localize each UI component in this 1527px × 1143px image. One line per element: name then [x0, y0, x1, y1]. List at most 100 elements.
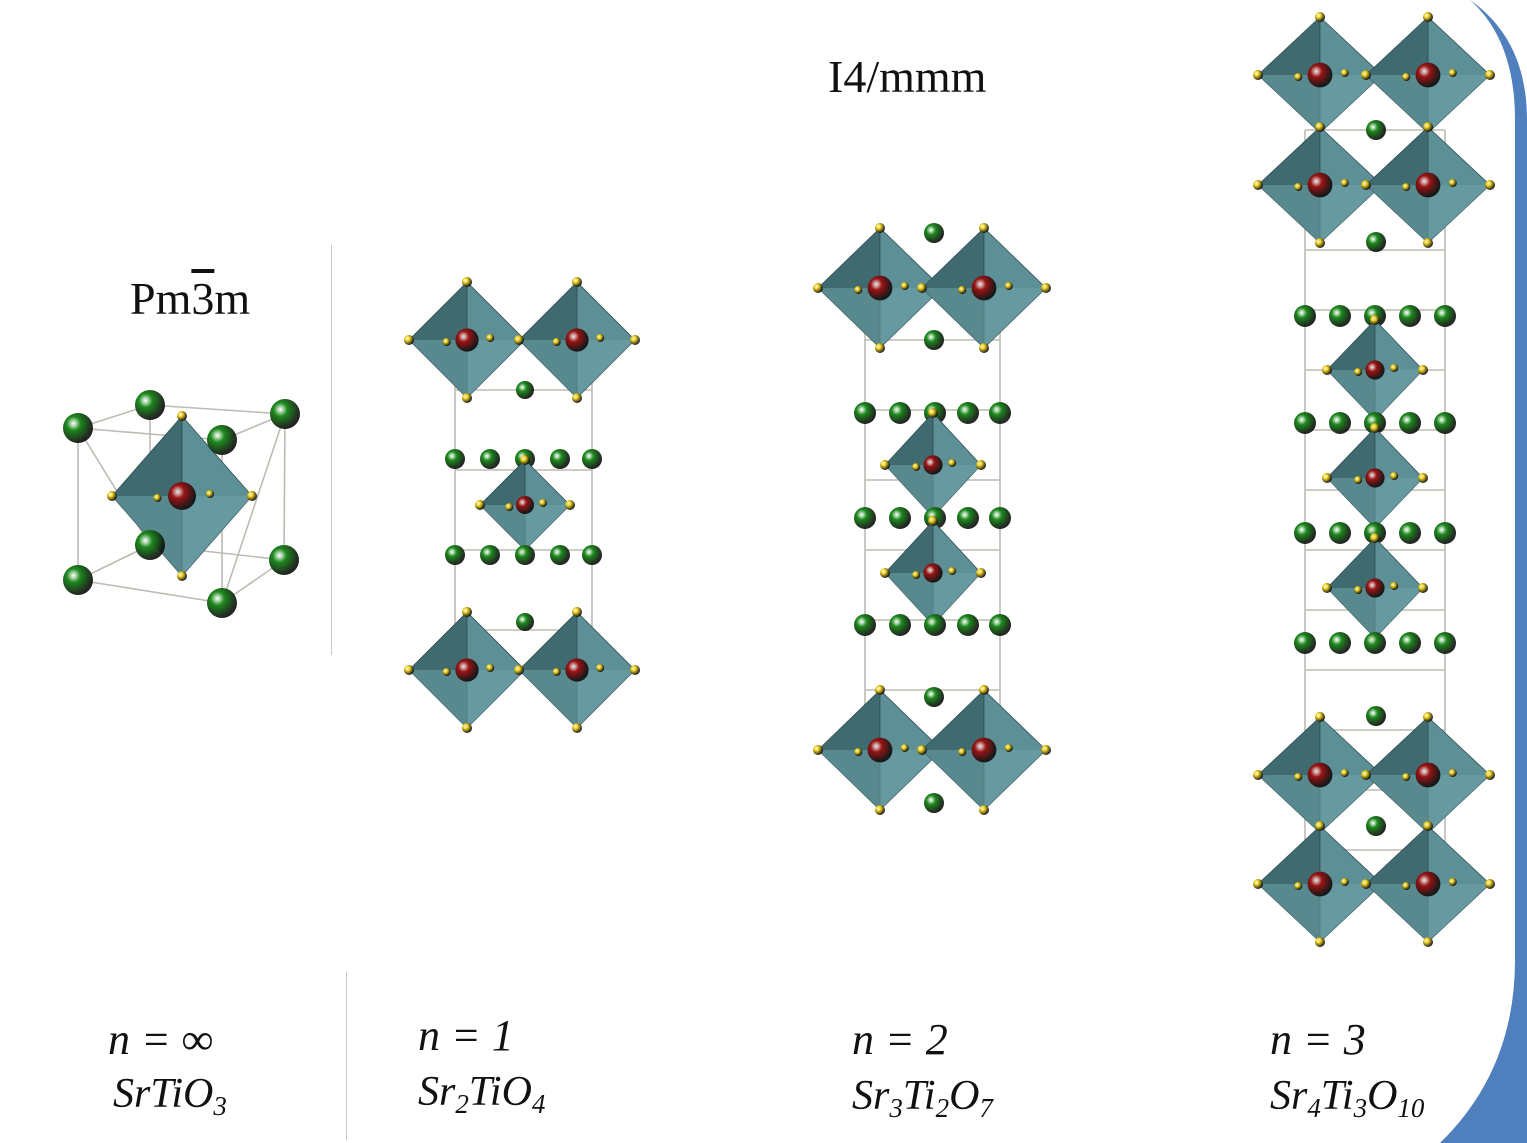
ti-atom-icon: [516, 496, 534, 514]
o-atom-icon: [1370, 315, 1380, 325]
o-atom-icon: [514, 665, 524, 675]
o-atom-icon: [442, 338, 451, 346]
sr-atom-icon: [1434, 632, 1456, 654]
o-atom-icon: [486, 334, 495, 342]
formula-2-text-0: Sr: [852, 1073, 890, 1119]
o-atom-icon: [1315, 712, 1325, 722]
sr-atom-icon: [924, 330, 944, 350]
o-atom-icon: [552, 668, 561, 676]
n-label-1: n = 1: [418, 1011, 514, 1060]
o-atom-icon: [1402, 773, 1411, 781]
octahedron-face-lower: [1258, 75, 1382, 133]
sr-atom-icon: [270, 399, 300, 429]
octahedron-face-lower: [818, 750, 942, 810]
octahedron-face-lower: [885, 465, 981, 517]
space-group-tetragonal: I4/mmm: [828, 51, 987, 102]
o-atom-icon: [404, 665, 414, 675]
o-atom-icon: [177, 411, 187, 421]
o-atom-icon: [475, 500, 485, 510]
ti-atom-icon: [565, 328, 589, 352]
o-atom-icon: [1253, 180, 1263, 190]
formula-3: Sr4Ti3O10: [1270, 1072, 1424, 1124]
sr-atom-icon: [63, 413, 93, 443]
formula-1: Sr2TiO4: [418, 1068, 545, 1120]
n-label-0: n = ∞: [108, 1015, 214, 1064]
formula-2-subscript-5: 7: [979, 1093, 993, 1123]
formula-3-text-0: Sr: [1270, 1073, 1308, 1119]
formula-1-subscript-3: 4: [531, 1089, 546, 1119]
octahedron-face-lower: [409, 670, 525, 728]
o-atom-icon: [948, 567, 957, 575]
octahedron-face-lower: [1366, 884, 1490, 942]
space-group-cubic-pre: Pm: [130, 273, 192, 324]
sr-atom-icon: [1366, 232, 1386, 252]
divider-upper: [331, 245, 332, 655]
o-atom-icon: [1253, 879, 1263, 889]
o-atom-icon: [462, 607, 472, 617]
o-atom-icon: [1448, 179, 1457, 187]
o-atom-icon: [539, 499, 547, 507]
sr-atom-icon: [516, 381, 534, 399]
o-atom-icon: [1253, 70, 1263, 80]
o-atom-icon: [1322, 583, 1332, 593]
o-atom-icon: [1315, 12, 1325, 22]
ti-atom-icon: [1307, 871, 1333, 897]
sr-atom-icon: [889, 402, 911, 424]
o-atom-icon: [486, 664, 495, 672]
o-atom-icon: [900, 744, 909, 752]
n-label-2: n = 2: [852, 1015, 948, 1064]
o-atom-icon: [107, 491, 117, 501]
o-atom-icon: [1485, 180, 1495, 190]
o-atom-icon: [900, 282, 909, 290]
sr-atom-icon: [1434, 305, 1456, 327]
sr-atom-icon: [1366, 706, 1386, 726]
ti-atom-icon: [1365, 578, 1385, 598]
sr-atom-icon: [135, 390, 165, 420]
sr-atom-icon: [207, 425, 237, 455]
o-atom-icon: [1354, 586, 1363, 594]
o-atom-icon: [979, 685, 989, 695]
o-atom-icon: [1315, 937, 1325, 947]
o-atom-icon: [1390, 582, 1399, 590]
o-atom-icon: [948, 459, 957, 467]
o-atom-icon: [1370, 533, 1380, 543]
sr-atom-icon: [1366, 120, 1386, 140]
ti-atom-icon: [923, 455, 943, 475]
octahedron-face-lower: [818, 288, 942, 348]
o-atom-icon: [1423, 712, 1433, 722]
o-atom-icon: [1418, 583, 1428, 593]
formula-0-subscript-1: 3: [213, 1091, 227, 1121]
sr-atom-icon: [480, 449, 500, 469]
o-atom-icon: [979, 223, 989, 233]
sr-atom-icon: [582, 545, 602, 565]
o-atom-icon: [442, 668, 451, 676]
sr-atom-icon: [1329, 522, 1351, 544]
o-atom-icon: [1294, 882, 1303, 890]
o-atom-icon: [1253, 770, 1263, 780]
o-atom-icon: [979, 805, 989, 815]
n-label-3: n = 3: [1270, 1015, 1366, 1064]
o-atom-icon: [1004, 282, 1013, 290]
sr-atom-icon: [135, 530, 165, 560]
sr-atom-icon: [445, 449, 465, 469]
o-atom-icon: [854, 748, 863, 756]
o-atom-icon: [1448, 69, 1457, 77]
sr-atom-icon: [957, 402, 979, 424]
sr-atom-icon: [63, 565, 93, 595]
o-atom-icon: [1423, 12, 1433, 22]
sr-atom-icon: [1294, 522, 1316, 544]
sr-atom-icon: [207, 588, 237, 618]
bond-line: [77, 579, 223, 604]
sr-atom-icon: [582, 449, 602, 469]
formula-2-text-2: Ti: [902, 1073, 936, 1119]
sr-atom-icon: [889, 614, 911, 636]
formula-0-text-0: SrTiO: [113, 1071, 214, 1117]
o-atom-icon: [1315, 821, 1325, 831]
ti-atom-icon: [1415, 172, 1441, 198]
formula-2: Sr3Ti2O7: [852, 1072, 993, 1124]
sr-atom-icon: [1399, 522, 1421, 544]
o-atom-icon: [1423, 122, 1433, 132]
octahedron-face-lower: [112, 496, 252, 576]
o-atom-icon: [1294, 73, 1303, 81]
